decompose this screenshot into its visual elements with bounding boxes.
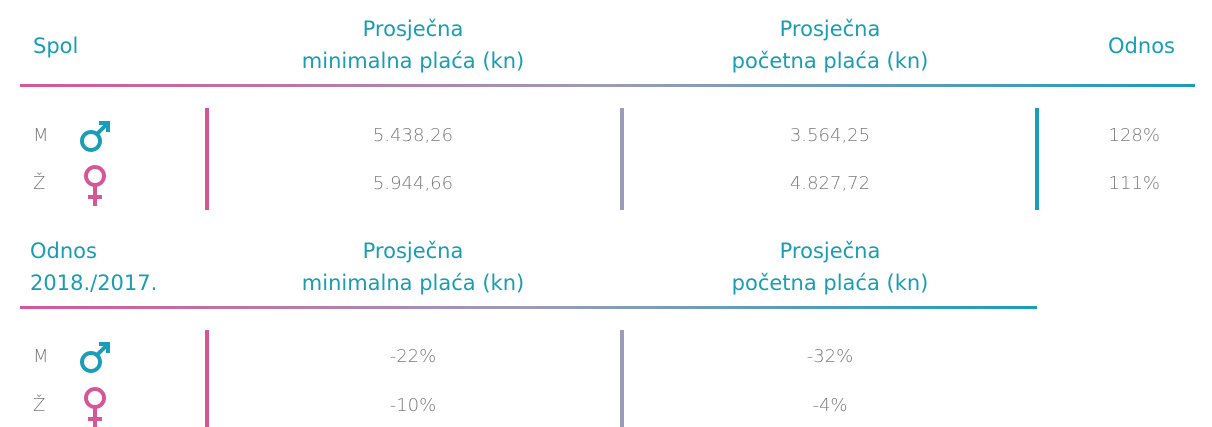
header-cell: Odnos [1108, 34, 1175, 58]
header-rule [20, 84, 1195, 87]
cell: 3.564,25 [790, 125, 870, 146]
gender-label: M [33, 346, 49, 367]
header-cell: 2018./2017. [30, 271, 157, 295]
gender-label: Ž [33, 394, 45, 416]
female-icon [84, 165, 106, 206]
cell: -22% [390, 346, 437, 367]
divider [205, 108, 209, 210]
male-icon [80, 342, 110, 373]
cell: -4% [812, 395, 847, 416]
cell: -32% [807, 346, 854, 367]
cell: 111% [1109, 173, 1160, 194]
header-cell: Prosječna [780, 239, 881, 263]
male-icon [80, 121, 110, 152]
cell: 4.827,72 [790, 173, 870, 194]
gender-label: M [33, 125, 49, 146]
divider [620, 330, 624, 427]
header-cell: Spol [33, 34, 78, 58]
cell: 5.944,66 [373, 173, 453, 194]
gender-label: Ž [33, 172, 45, 194]
cell: -10% [390, 395, 437, 416]
header-cell: minimalna plaća (kn) [302, 49, 524, 73]
header-cell: početna plaća (kn) [732, 49, 929, 73]
cell: 5.438,26 [373, 125, 453, 146]
header-rule [20, 306, 1037, 309]
header-cell: minimalna plaća (kn) [302, 271, 524, 295]
header-cell: Prosječna [363, 239, 464, 263]
header-cell: Prosječna [363, 17, 464, 41]
divider [205, 330, 209, 427]
header-cell: Prosječna [780, 17, 881, 41]
divider [1035, 108, 1039, 210]
header-cell: Odnos [30, 239, 97, 263]
divider [620, 108, 624, 210]
header-cell: početna plaća (kn) [732, 271, 929, 295]
cell: 128% [1109, 125, 1160, 146]
female-icon [84, 387, 106, 427]
